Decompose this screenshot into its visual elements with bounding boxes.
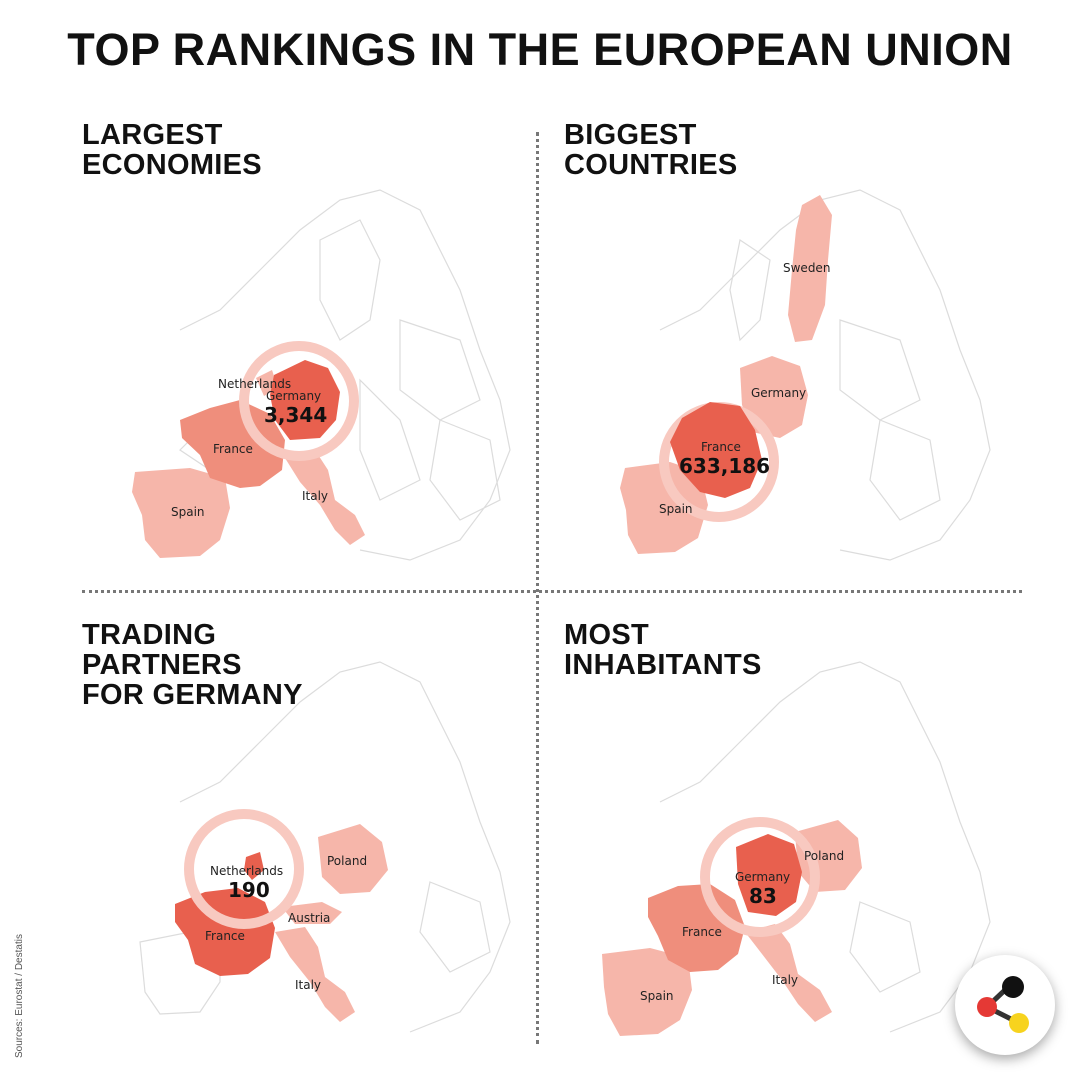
label-france: France (213, 442, 253, 456)
panel-biggest-countries: Sweden Germany France 633,186 Spain BIGG… (540, 120, 1020, 590)
label-france: France (682, 925, 722, 939)
europe-map: Germany 83 Poland France Spain Italy (602, 661, 991, 1036)
label-highlight-name: Germany (735, 870, 790, 884)
brand-logo (955, 955, 1055, 1055)
highlight-ring (184, 809, 304, 929)
italy-shape (745, 924, 832, 1022)
vertical-divider (536, 132, 539, 1044)
spain-shape (602, 948, 692, 1036)
label-spain: Spain (659, 502, 693, 516)
label-spain: Spain (171, 505, 205, 519)
panel-title: LARGEST ECONOMIES (82, 119, 262, 181)
horizontal-divider (82, 590, 1022, 593)
italy-shape (275, 927, 355, 1022)
logo-icon (977, 976, 1029, 1033)
source-note: Sources: Eurostat / Destatis (14, 934, 25, 1058)
label-spain: Spain (640, 989, 674, 1003)
italy-shape (285, 450, 365, 545)
germany-shape (270, 360, 340, 440)
poland-shape (318, 824, 388, 894)
label-highlight-name: Germany (266, 389, 321, 403)
netherlands-shape (244, 852, 264, 880)
label-highlight-name: Netherlands (210, 864, 283, 878)
highlight-ring (700, 817, 820, 937)
sweden-shape (788, 195, 832, 342)
austria-shape (282, 902, 342, 924)
panel-largest-economies: Netherlands Germany 3,344 France Spain I… (60, 120, 540, 590)
map-outline-background (659, 661, 991, 1033)
label-highlight-value: 3,344 (264, 403, 327, 427)
europe-map: Sweden Germany France 633,186 Spain (620, 189, 991, 561)
france-shape (670, 402, 762, 498)
label-france: France (205, 929, 245, 943)
label-netherlands: Netherlands (218, 377, 291, 391)
panel-title: MOST INHABITANTS (564, 619, 762, 681)
label-highlight-value: 83 (749, 884, 777, 908)
france-shape (175, 888, 275, 976)
label-italy: Italy (295, 978, 321, 992)
france-shape (648, 884, 745, 972)
label-italy: Italy (772, 973, 798, 987)
label-austria: Austria (288, 911, 330, 925)
panel-title: TRADING PARTNERS FOR GERMANY (82, 619, 303, 711)
map-outline-background (659, 189, 991, 561)
panel-most-inhabitants: Germany 83 Poland France Spain Italy MOS… (540, 602, 1020, 1072)
germany-shape (736, 834, 802, 916)
france-shape (180, 400, 285, 488)
label-sweden: Sweden (783, 261, 830, 275)
spain-shape (132, 468, 230, 558)
highlight-ring (239, 341, 359, 461)
page-title: TOP RANKINGS IN THE EUROPEAN UNION (67, 24, 1013, 75)
spain-shape (620, 462, 708, 554)
label-highlight-value: 633,186 (679, 454, 770, 478)
label-germany: Germany (751, 386, 806, 400)
label-poland: Poland (327, 854, 367, 868)
europe-map: Netherlands Germany 3,344 France Spain I… (132, 189, 511, 561)
label-poland: Poland (804, 849, 844, 863)
label-italy: Italy (302, 489, 328, 503)
label-highlight-value: 190 (228, 878, 270, 902)
panel-title: BIGGEST COUNTRIES (564, 119, 738, 181)
panel-trading-partners: Netherlands 190 Poland Austria France It… (60, 602, 540, 1072)
europe-map: Netherlands 190 Poland Austria France It… (139, 661, 511, 1033)
label-highlight-name: France (701, 440, 741, 454)
